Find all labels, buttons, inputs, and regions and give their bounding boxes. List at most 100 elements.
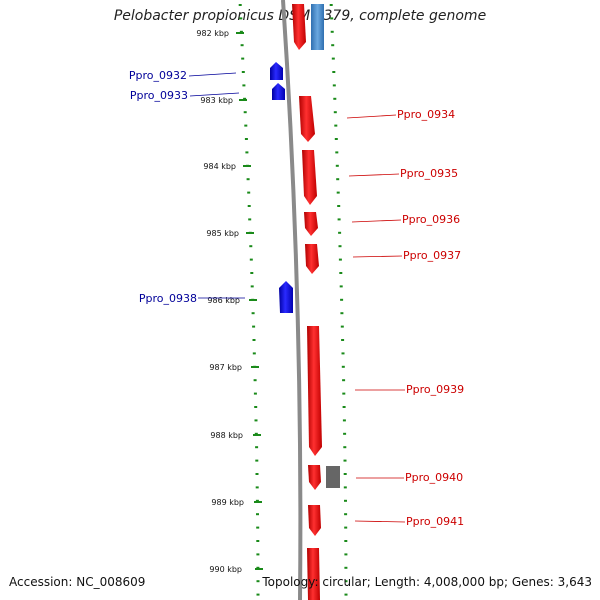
gene-forward-partial-bottom[interactable]	[307, 548, 320, 600]
ruler-tick	[335, 151, 339, 154]
ruler-tick	[254, 419, 258, 422]
ruler-tick	[244, 138, 248, 140]
ruler-tick	[337, 205, 341, 207]
ruler-tick	[337, 218, 341, 221]
ruler-tick	[247, 205, 251, 207]
gene-Ppro_0937[interactable]	[305, 244, 319, 274]
ruler-tick	[241, 71, 245, 73]
gene-Ppro_0938[interactable]	[279, 281, 293, 313]
reverse-strand-genes	[270, 62, 293, 313]
gene-forward-partial-top[interactable]	[292, 4, 306, 50]
ruler-tick	[256, 540, 260, 542]
ruler-tick	[334, 124, 338, 127]
ruler-tick	[256, 553, 260, 556]
gene-Ppro_0940[interactable]	[308, 465, 321, 490]
ruler-tick	[243, 97, 247, 100]
kbp-tick-labels: 982 kbp 983 kbp 984 kbp 985 kbp 986 kbp …	[196, 29, 263, 574]
gene-label-Ppro_0934[interactable]: Ppro_0934	[397, 108, 455, 121]
gene-Ppro_0932[interactable]	[270, 62, 283, 80]
gene-label-Ppro_0940[interactable]: Ppro_0940	[405, 471, 463, 484]
ruler-tick	[331, 44, 335, 47]
gene-label-Ppro_0935[interactable]: Ppro_0935	[400, 167, 458, 180]
ruler-tick	[340, 312, 344, 315]
gene-label-Ppro_0936[interactable]: Ppro_0936	[402, 213, 460, 226]
ruler-tick	[252, 325, 256, 328]
ruler-tick	[252, 339, 256, 341]
ruler-tick	[330, 17, 334, 20]
ruler-tick	[335, 164, 339, 167]
ruler-tick	[342, 406, 346, 408]
ruler-tick	[344, 580, 348, 583]
ruler-tick	[343, 486, 347, 489]
ruler-tick	[241, 57, 245, 60]
gene-Ppro_0939[interactable]	[307, 326, 322, 456]
ruler-tick	[255, 473, 259, 475]
ruler-tick	[341, 365, 345, 368]
gene-label-Ppro_0939[interactable]: Ppro_0939	[406, 383, 464, 396]
kbp-tick-label: 986 kbp	[207, 296, 240, 305]
kbp-tick-label: 989 kbp	[211, 498, 244, 507]
ruler-tick	[342, 379, 346, 382]
kbp-tick: 988 kbp	[210, 431, 261, 440]
ruler-tick	[344, 526, 348, 529]
gene-label-Ppro_0938[interactable]: Ppro_0938	[139, 292, 197, 305]
kbp-tick-label: 982 kbp	[196, 29, 229, 38]
kbp-tick: 984 kbp	[203, 162, 251, 171]
ruler-tick	[251, 312, 255, 315]
gene-label-Ppro_0937[interactable]: Ppro_0937	[403, 249, 461, 262]
gene-Ppro_0935[interactable]	[302, 150, 317, 205]
genome-backbone	[281, 0, 303, 600]
ruler-tick	[250, 285, 254, 288]
rna-feature[interactable]	[311, 4, 324, 50]
ruler-tick	[238, 4, 242, 6]
ruler-tick	[342, 392, 346, 395]
ruler-tick	[255, 446, 259, 449]
other-feature[interactable]	[326, 466, 340, 488]
ruler-tick	[245, 151, 249, 154]
label-leader-lines	[188, 72, 406, 523]
ruler-tick	[344, 499, 347, 502]
ruler-tick	[246, 178, 250, 181]
ruler-tick	[338, 245, 342, 248]
ruler-tick	[340, 325, 344, 328]
gene-Ppro_0934[interactable]	[299, 96, 315, 142]
gene-label-Ppro_0933[interactable]: Ppro_0933	[130, 89, 188, 102]
ruler-tick	[253, 392, 257, 395]
kbp-tick: 987 kbp	[209, 363, 259, 372]
ruler-tick	[342, 419, 346, 422]
ruler-tick	[341, 339, 345, 341]
reverse-gene-labels: Ppro_0932 Ppro_0933 Ppro_0938	[129, 69, 197, 305]
ruler-tick	[242, 84, 246, 87]
kbp-tick-label: 990 kbp	[209, 565, 242, 574]
ruler-tick	[341, 352, 345, 355]
ruler-tick	[247, 191, 251, 194]
accession-text: Accession: NC_008609	[9, 575, 146, 589]
forward-strand-genes	[292, 4, 322, 600]
kbp-tick: 985 kbp	[206, 229, 254, 238]
gene-Ppro_0933[interactable]	[272, 83, 285, 100]
ruler-tick	[239, 30, 243, 33]
ruler-tick	[256, 593, 260, 596]
gene-label-Ppro_0941[interactable]: Ppro_0941	[406, 515, 464, 528]
ruler-tick	[336, 178, 340, 181]
ruler-tick	[344, 566, 348, 569]
ruler-tick	[344, 553, 348, 556]
gene-Ppro_0941[interactable]	[308, 505, 321, 536]
ruler-tick	[343, 459, 347, 462]
ruler-tick	[255, 459, 259, 462]
kbp-tick: 986 kbp	[207, 296, 257, 305]
ruler-tick	[343, 473, 347, 475]
ruler-tick	[256, 580, 260, 583]
kbp-tick: 990 kbp	[209, 565, 263, 574]
kbp-tick: 982 kbp	[196, 29, 244, 38]
ruler-tick	[333, 111, 337, 114]
ruler-tick	[254, 432, 258, 435]
ruler-tick	[334, 138, 338, 140]
ruler-tick	[250, 272, 254, 274]
gene-label-Ppro_0932[interactable]: Ppro_0932	[129, 69, 187, 82]
ruler-tick	[255, 486, 259, 489]
ruler-tick	[344, 513, 348, 516]
gene-Ppro_0936[interactable]	[304, 212, 318, 236]
ruler-tick	[253, 379, 257, 382]
ruler-tick	[340, 298, 344, 301]
